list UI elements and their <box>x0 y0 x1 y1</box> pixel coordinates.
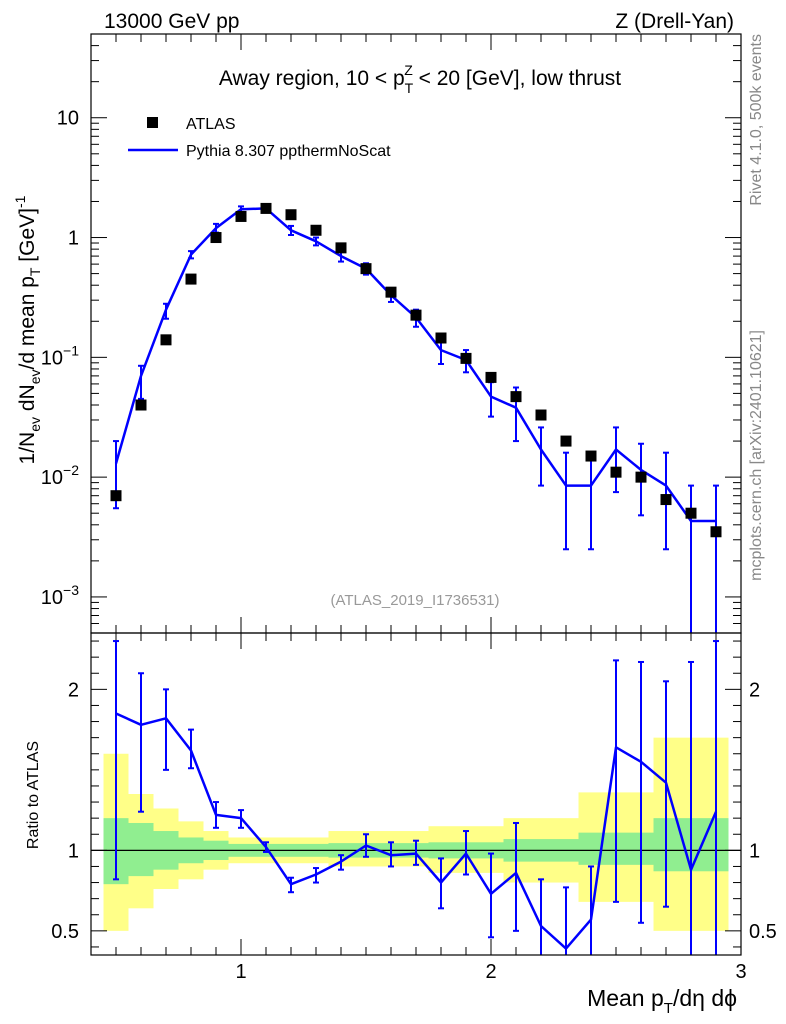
x-tick-label: 3 <box>735 961 746 983</box>
ratio-panel: 1 2 30.5 0.51 12 2 <box>51 633 777 983</box>
x-tick-label: 2 <box>485 961 496 983</box>
analysis-id-label: (ATLAS_2019_I1736531) <box>330 592 499 609</box>
atlas-data-point <box>585 450 597 462</box>
y-tick-label: 1 <box>68 228 79 250</box>
y-tick-label: 10 <box>57 108 79 130</box>
atlas-data-point <box>410 309 422 321</box>
atlas-data-point <box>160 334 172 346</box>
y-tick-label: 10−1 <box>41 342 79 369</box>
ratio-band-inner <box>128 822 154 877</box>
atlas-data-point <box>135 399 147 411</box>
atlas-data-point <box>435 332 447 344</box>
atlas-data-point <box>210 232 222 244</box>
ratio-y-axis-label: Ratio to ATLAS <box>25 741 42 849</box>
atlas-data-point <box>610 466 622 478</box>
atlas-data-point <box>285 209 297 221</box>
mc-series-line <box>114 207 716 523</box>
ratio-y-tick-label: 1 <box>68 840 79 862</box>
atlas-data-point <box>235 210 247 222</box>
atlas-data-point <box>360 263 372 275</box>
legend-atlas-label: ATLAS <box>186 116 236 133</box>
atlas-data-point <box>385 286 397 298</box>
main-panel: 10−3 10−2 10−1 1 10 <box>41 33 741 634</box>
atlas-data-point <box>560 435 572 447</box>
atlas-data-point <box>485 371 497 383</box>
ratio-series-line <box>115 712 718 950</box>
y-tick-label: 10−2 <box>41 462 79 489</box>
x-tick-label: 1 <box>235 961 246 983</box>
energy-label: 13000 GeV pp <box>104 10 239 33</box>
atlas-data-point <box>110 490 122 502</box>
ratio-y-tick-label-right: 0.5 <box>749 921 777 943</box>
atlas-data-point <box>510 391 522 403</box>
process-label: Z (Drell-Yan) <box>615 10 734 33</box>
legend-pythia-label: Pythia 8.307 ppthermNoScat <box>186 143 391 160</box>
atlas-data-point <box>310 224 322 236</box>
atlas-data-point <box>185 273 197 285</box>
ratio-panel-frame <box>90 632 742 956</box>
atlas-data-point <box>660 494 672 506</box>
atlas-data-point <box>460 352 472 364</box>
legend-atlas-marker <box>147 117 158 128</box>
ratio-y-tick-label-right: 2 <box>749 679 760 701</box>
y-axis-label: 1/Nev dNev/d mean pT [GeV]-1 <box>12 195 43 464</box>
ratio-y-tick-label-right: 1 <box>749 840 760 862</box>
y-tick-label: 10−3 <box>41 582 79 609</box>
atlas-data-point <box>710 526 722 538</box>
mcplots-reference-label: mcplots.cern.ch [arXiv:2401.10621] <box>748 330 765 581</box>
ratio-y-tick-label: 0.5 <box>51 921 79 943</box>
ratio-y-tick-label: 2 <box>68 679 79 701</box>
plot-title: Away region, 10 < pTZ < 20 [GeV], low th… <box>219 62 621 96</box>
atlas-data-point <box>535 409 547 421</box>
x-axis-label: Mean pT/dη dϕ <box>587 985 737 1017</box>
atlas-data-point <box>685 507 697 519</box>
atlas-data-point <box>635 471 647 483</box>
atlas-data-point <box>260 202 272 214</box>
atlas-data-point <box>335 242 347 254</box>
rivet-version-label: Rivet 4.1.0, 500k events <box>748 34 765 206</box>
